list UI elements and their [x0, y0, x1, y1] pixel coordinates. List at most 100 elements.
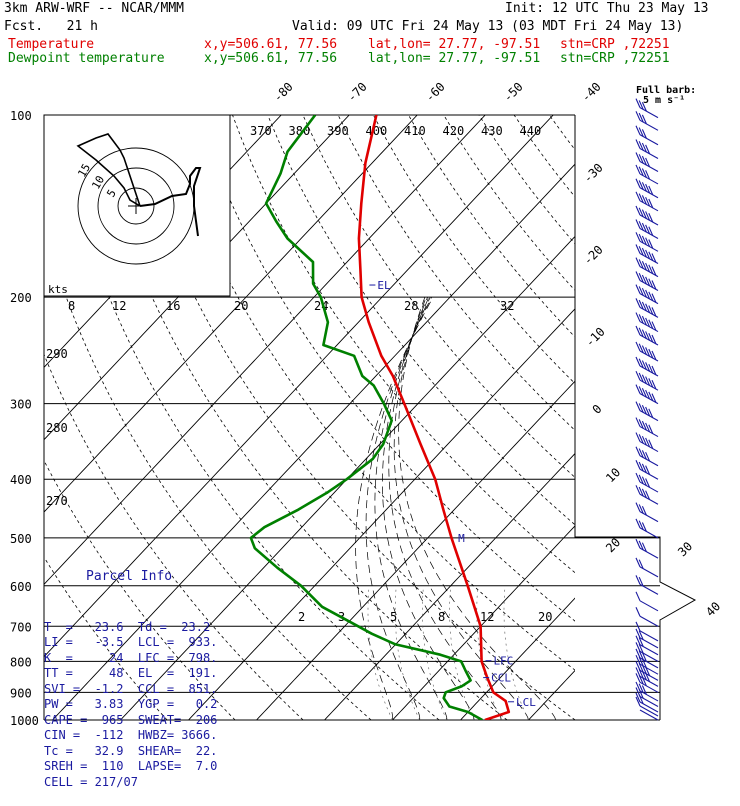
hodograph-trace [76, 133, 141, 207]
isotherm-line [528, 669, 575, 720]
isotherm-label: 40 [703, 599, 723, 619]
wind-barb-flag [635, 446, 641, 456]
wind-barb-flag [638, 520, 644, 530]
hodograph-trace [139, 167, 202, 237]
wind-barb-flag [641, 345, 647, 355]
dry-adiabat-line [513, 115, 575, 198]
wind-barb-flag [635, 401, 641, 411]
dry-adiabat-line [725, 115, 740, 720]
pressure-label: 400 [10, 473, 32, 487]
pressure-label: 800 [10, 655, 32, 669]
wind-barb-shaft [639, 630, 659, 642]
wind-barb-flag [635, 681, 641, 692]
mixing-ratio-line [449, 585, 475, 720]
wind-barb-flag [641, 505, 647, 516]
init-time: Init: 12 UTC Thu 23 May 13 [505, 1, 709, 16]
wind-barb-flag [635, 628, 641, 639]
wind-barb [635, 401, 659, 422]
wind-barb-flag [641, 360, 647, 370]
wind-barb-flag [638, 358, 644, 368]
wind-barb [635, 446, 659, 467]
wind-barb-flag [635, 111, 641, 121]
wind-barb-flag [638, 154, 644, 164]
wind-barb-flag [648, 378, 654, 388]
wind-barb-flag [641, 129, 647, 139]
wind-barb-flag [635, 692, 641, 703]
wind-barb-flag [638, 576, 644, 587]
dry-adiabat-line [196, 115, 575, 622]
wind-barb-flag [635, 472, 641, 483]
theta-e-label: 400 [366, 124, 388, 138]
isotherm-label: 0 [590, 402, 605, 417]
wind-barb-flag [641, 235, 647, 246]
wind-barb-flag [648, 278, 654, 288]
wind-barb [635, 139, 659, 159]
wind-barb-flag [638, 372, 644, 383]
wind-barb-flag [641, 435, 647, 446]
wind-barb-flag [638, 233, 644, 244]
parcel-info-panel: Parcel Info T = 23.6 Td = 23.2 LI = -3.5 … [44, 538, 232, 806]
wind-barb-flag [645, 224, 651, 235]
theta-e-label: 430 [481, 124, 503, 138]
hodograph-ring [97, 167, 175, 245]
pressure-label: 300 [10, 398, 32, 412]
isotherm-label: 30 [675, 539, 695, 559]
mixing-ratio-label: 12 [112, 299, 126, 313]
wind-barb [635, 696, 659, 717]
wind-barb-flag [641, 182, 647, 192]
parcel-info-title: Parcel Info [86, 569, 173, 584]
parcel-info-row: T = 23.6 Td = 23.2 [44, 619, 211, 634]
wind-barb-flag [648, 198, 654, 209]
dry-adiabat-line [655, 115, 740, 720]
wind-barb-flag [651, 365, 657, 376]
parcel-info-row: SREH = 110 LAPSE= 7.0 [44, 759, 218, 773]
pressure-label: 900 [10, 686, 32, 700]
potential-temp-label: 280 [46, 421, 68, 435]
dry-adiabat-line [44, 225, 372, 720]
wind-barb-flag [645, 437, 651, 448]
wind-barb [635, 284, 659, 305]
wind-barb [635, 635, 659, 656]
wind-barb-flag [638, 273, 644, 283]
isotherm-line [188, 308, 575, 720]
pressure-label: 1000 [10, 714, 39, 728]
dry-adiabat-line [232, 115, 575, 574]
dry-adiabat-line [548, 115, 575, 151]
wind-barb-flag [635, 191, 641, 202]
wind-barb [635, 312, 659, 333]
ccl-marker-label: CCL [491, 672, 511, 685]
wind-barb-flag [635, 518, 641, 529]
mixing-ratio-low-label: 5 [390, 610, 397, 624]
wind-barb-flag [635, 219, 641, 229]
wind-barb-flag [641, 142, 647, 153]
parcel-info-row: CELL = 217/07 [44, 774, 138, 789]
parcel-info-row: LI = -3.5 LCL = 933. [44, 635, 218, 649]
wind-barb-flag [641, 247, 647, 258]
isotherm-label: -50 [501, 80, 526, 105]
wind-barb-flag [645, 490, 651, 500]
wind-barb-flag [645, 144, 651, 155]
wind-barb-flag [638, 327, 644, 338]
hodograph-ring-label: 15 [75, 162, 93, 180]
isotherm-line [392, 525, 575, 720]
pressure-label: 200 [10, 291, 32, 305]
wind-barb-flag [648, 291, 654, 302]
mixing-ratio-line [422, 585, 448, 720]
wind-barb-flag [641, 450, 647, 460]
wind-barb-flag [651, 379, 657, 390]
forecast-hour: Fcst. 21 h [4, 19, 98, 34]
wind-barbs-column [635, 98, 659, 721]
isotherm-line [324, 452, 575, 720]
mixing-ratio-low-label: 2 [298, 610, 305, 624]
moist-adiabat-line [388, 296, 502, 720]
isotherm-line [665, 115, 740, 720]
wind-barb-flag [645, 183, 651, 194]
wind-barb [635, 654, 659, 675]
wind-barb [635, 298, 659, 318]
wind-barb [635, 370, 659, 391]
hodograph-ring [117, 187, 155, 225]
parcel-info-row: CIN = -112 HWBZ= 3666. [44, 728, 218, 742]
wind-barb-flag [638, 674, 644, 685]
pressure-label: 700 [10, 620, 32, 634]
wind-barb-flag [651, 280, 657, 290]
